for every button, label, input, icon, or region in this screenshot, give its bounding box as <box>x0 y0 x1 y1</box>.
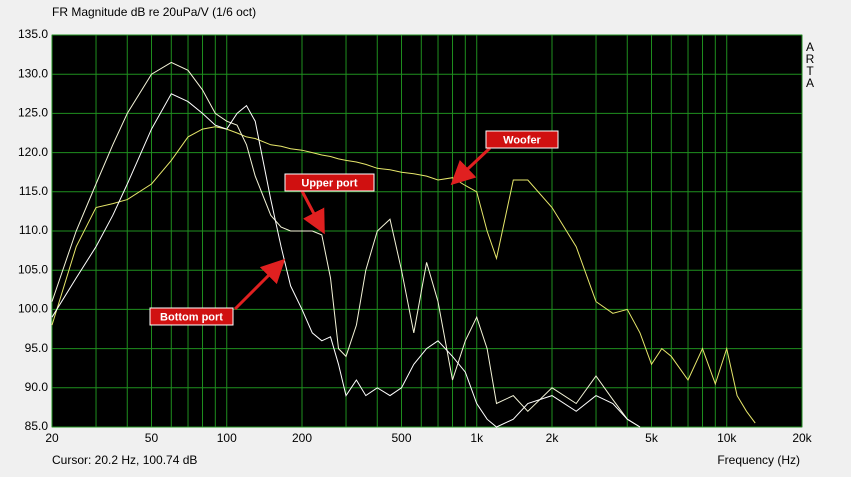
y-tick-label: 95.0 <box>25 341 49 355</box>
y-tick-label: 85.0 <box>25 419 49 433</box>
series-line <box>51 126 756 424</box>
x-tick-label: 500 <box>391 431 411 445</box>
legend-label: Bottom port <box>160 311 223 323</box>
y-tick-label: 115.0 <box>19 184 48 198</box>
y-tick-label: 130.0 <box>18 66 48 80</box>
y-tick-label: 125.0 <box>18 106 48 120</box>
y-tick-label: 110.0 <box>19 223 48 237</box>
x-tick-label: 2k <box>546 431 560 445</box>
callout-arrow <box>233 258 286 311</box>
x-tick-label: 20k <box>792 431 812 445</box>
callout-arrow <box>300 190 325 235</box>
x-tick-label: 20 <box>45 431 59 445</box>
x-tick-label: 200 <box>292 431 312 445</box>
x-tick-label: 50 <box>145 431 159 445</box>
side-label: ARTA <box>803 40 817 88</box>
callout-box <box>284 173 375 192</box>
series-line <box>51 93 641 428</box>
chart-title: FR Magnitude dB re 20uPa/V (1/6 oct) <box>52 5 256 19</box>
y-tick-label: 105.0 <box>18 262 48 276</box>
legend-label: Woofer <box>503 134 541 146</box>
callout-box <box>485 130 559 149</box>
y-tick-label: 135.0 <box>18 27 48 41</box>
y-tick-label: 100.0 <box>18 302 48 316</box>
cursor-readout: Cursor: 20.2 Hz, 100.74 dB <box>52 453 197 467</box>
x-tick-label: 10k <box>717 431 737 445</box>
x-tick-label: 1k <box>470 431 484 445</box>
y-tick-label: 90.0 <box>25 380 49 394</box>
series-line <box>51 61 641 428</box>
y-tick-label: 120.0 <box>18 145 48 159</box>
legend-label: Upper port <box>301 177 358 189</box>
callout-box <box>149 307 234 326</box>
x-tick-label: 100 <box>217 431 237 445</box>
x-axis-label: Frequency (Hz) <box>717 453 800 467</box>
callout-arrow <box>450 146 492 186</box>
x-tick-label: 5k <box>645 431 659 445</box>
